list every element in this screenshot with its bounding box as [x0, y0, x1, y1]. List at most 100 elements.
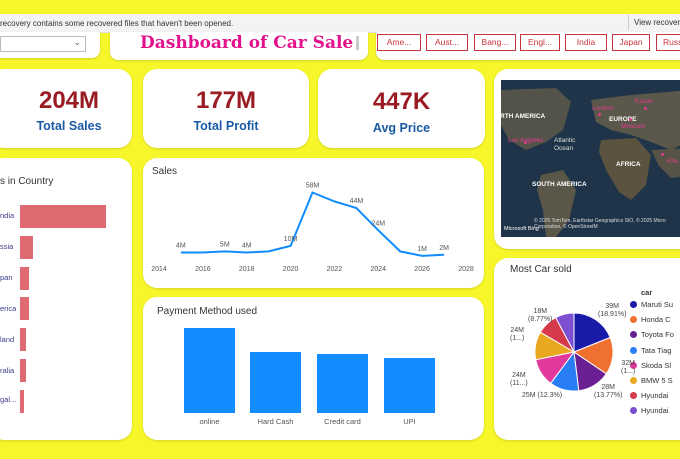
title-scrollbar[interactable]: [356, 36, 359, 50]
pie-slice[interactable]: [573, 312, 611, 353]
country-bar[interactable]: [20, 235, 33, 259]
country-bar[interactable]: [20, 205, 106, 228]
sales-line-chart[interactable]: 4M 5M 4M 10M 58M 44M 24M 1M 2M 2014 2016 2018 2020 20…: [143, 158, 484, 288]
sales-data-label: 2M: [439, 245, 449, 252]
country-bar[interactable]: [20, 359, 27, 382]
map-label-north-america: RTH AMERICA: [500, 113, 546, 120]
map-label-khu: Khu: [667, 158, 679, 165]
country-label: ralia: [0, 366, 15, 375]
chart-title: s in Country: [0, 176, 54, 187]
legend-label: Maruti Su: [641, 300, 674, 309]
country-bar[interactable]: [20, 389, 25, 413]
legend-label: Hyundai: [641, 406, 669, 416]
pie-data-label: 24M (1...): [510, 327, 525, 342]
x-tick-label: 2014: [151, 266, 167, 273]
country-label: ssia: [0, 242, 14, 251]
map-card: RTH AMERICA Los Angeles Atlantic Ocean E…: [494, 69, 680, 249]
view-recovered-button[interactable]: View recovered: [628, 15, 680, 30]
legend-swatch: [630, 361, 637, 369]
top-strip: [0, 0, 680, 12]
slicer-dropdown[interactable]: ⌄: [0, 36, 86, 52]
sales-data-label: 44M: [350, 198, 364, 205]
filter-chip-america[interactable]: Ame...: [377, 34, 421, 51]
payment-category-label: online: [199, 417, 220, 426]
legend-swatch: [630, 377, 637, 384]
pie-data-label: 25M (12.3%): [522, 392, 563, 399]
sales-data-label: 5M: [220, 241, 230, 248]
filter-chip-russia[interactable]: Russ: [656, 34, 680, 51]
sales-data-label: 58M: [306, 183, 320, 190]
kpi-value: 177M: [195, 87, 257, 114]
map-label-los-angeles: Los Angeles: [508, 137, 544, 144]
payment-bar[interactable]: [250, 351, 301, 413]
filter-chip-japan[interactable]: Japan: [612, 34, 650, 51]
legend-label: Honda C: [641, 315, 671, 325]
legend-item[interactable]: Hyundai: [630, 391, 669, 401]
kpi-label: Total Sales: [36, 119, 102, 133]
recovery-notice-bar: recovery contains some recovered files t…: [0, 14, 680, 33]
country-chart-card: s in Country ndia ssia pan erica land ra…: [0, 158, 132, 440]
sales-data-label: 1M: [417, 246, 427, 253]
country-bar[interactable]: [20, 328, 27, 352]
payment-category-label: Hard Cash: [257, 417, 294, 426]
country-label: erica: [0, 304, 17, 313]
x-tick-label: 2020: [283, 266, 299, 273]
filter-chip-india[interactable]: India: [565, 34, 607, 51]
kpi-value: 204M: [38, 87, 100, 114]
recovery-message: recovery contains some recovered files t…: [0, 19, 234, 28]
legend-label: Toyota Fo: [641, 330, 674, 340]
payment-chart-card: Payment Method used online Hard Cash Credi…: [143, 297, 484, 440]
map-label-africa: AFRICA: [616, 161, 641, 168]
country-bar[interactable]: [20, 266, 29, 290]
legend-item[interactable]: Hyundai: [630, 406, 669, 416]
map-label-atlantic: Atlantic Ocean: [554, 137, 576, 152]
most-car-sold-pie[interactable]: [494, 258, 680, 440]
legend-item[interactable]: Honda C: [630, 315, 671, 325]
legend-label: Skoda Sl: [641, 360, 672, 370]
x-tick-label: 2024: [371, 266, 387, 273]
legend-item[interactable]: Toyota Fo: [630, 330, 674, 340]
map-attribution: © 2025 TomTom, Earthstar Geographics SIO…: [534, 218, 666, 230]
legend-swatch: [630, 316, 637, 324]
world-map[interactable]: [501, 80, 680, 237]
dashboard-title: Dashboard of Car Sale: [140, 33, 354, 53]
legend-label: Hyundai: [641, 391, 669, 401]
filter-chip-bangladesh[interactable]: Bang...: [474, 34, 516, 51]
payment-bar[interactable]: [384, 357, 435, 413]
chart-title: Most Car sold: [510, 264, 572, 275]
country-label: gal...: [0, 395, 17, 404]
payment-bar[interactable]: [184, 328, 235, 413]
legend-swatch: [630, 392, 637, 400]
payment-bar[interactable]: [317, 353, 368, 413]
payment-category-label: UPI: [403, 417, 416, 426]
map-label-south-america: SOUTH AMERICA: [532, 181, 587, 188]
legend-item[interactable]: BMW 5 S: [630, 376, 673, 385]
legend-item[interactable]: Skoda Sl: [630, 360, 672, 370]
country-bar[interactable]: [20, 297, 29, 321]
kpi-card-total-sales: 204M Total Sales: [0, 69, 132, 148]
map-label-kazan: Kazan: [635, 98, 654, 105]
legend-item[interactable]: Maruti Su: [630, 300, 674, 309]
x-tick-label: 2022: [327, 266, 343, 273]
title-card: Dashboard of Car Sale: [110, 32, 368, 60]
slicer-dropdown-card: ⌄: [0, 32, 100, 58]
map-label-moscow: Moscow: [621, 123, 645, 130]
legend-swatch: [630, 346, 637, 354]
chart-title: Sales: [152, 166, 178, 177]
payment-category-label: Credit card: [324, 417, 361, 426]
legend-swatch: [630, 331, 637, 339]
legend-swatch: [630, 407, 637, 415]
pie-slice[interactable]: [555, 312, 575, 353]
pie-data-label: 32M (1...): [621, 360, 636, 375]
pie-data-label: 18M (8.77%): [528, 308, 553, 323]
bing-logo: Microsoft Bing: [504, 226, 539, 232]
kpi-card-total-profit: 177M Total Profit: [143, 69, 309, 148]
legend-label: BMW 5 S: [641, 376, 673, 385]
sales-line-chart-card: Sales 4M 5M 4M 10M 58M 44M 24M 1M 2M 2014 2016 2018…: [143, 158, 484, 288]
chevron-down-icon: ⌄: [73, 37, 81, 47]
legend-item[interactable]: Tata Tiag: [630, 346, 671, 355]
filter-chip-australia[interactable]: Aust...: [426, 34, 468, 51]
kpi-label: Total Profit: [193, 119, 259, 133]
filter-chip-england[interactable]: Engl...: [520, 34, 560, 51]
x-tick-label: 2026: [414, 266, 430, 273]
